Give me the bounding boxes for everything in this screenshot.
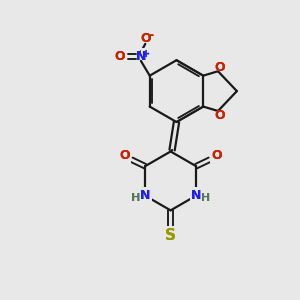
Text: O: O (214, 61, 225, 74)
Text: H: H (131, 193, 140, 203)
Text: +: + (142, 49, 150, 58)
Text: O: O (212, 148, 222, 161)
Text: O: O (214, 109, 225, 122)
Text: N: N (136, 50, 146, 63)
Text: O: O (114, 50, 125, 63)
Text: O: O (119, 148, 130, 161)
Text: N: N (140, 188, 150, 202)
Text: O: O (214, 61, 225, 74)
Text: S: S (165, 228, 176, 243)
Text: N: N (140, 188, 150, 202)
Text: O: O (214, 109, 225, 122)
Text: N: N (140, 188, 150, 202)
Text: H: H (131, 193, 140, 203)
Text: O: O (114, 50, 125, 63)
Text: O: O (119, 148, 130, 161)
Text: H: H (201, 193, 210, 203)
Text: -: - (148, 28, 153, 41)
Text: H: H (131, 193, 140, 203)
Text: O: O (214, 61, 225, 74)
Text: O: O (214, 109, 225, 122)
Text: O: O (140, 32, 151, 45)
Text: O: O (212, 148, 222, 161)
Text: O: O (119, 148, 130, 161)
Text: N: N (191, 188, 201, 202)
Text: O: O (114, 50, 125, 63)
Text: S: S (165, 228, 176, 243)
Text: S: S (165, 228, 176, 243)
Text: N: N (136, 50, 146, 63)
Text: N: N (191, 188, 201, 202)
Text: +: + (142, 49, 150, 58)
Text: N: N (136, 50, 146, 63)
Text: H: H (201, 193, 210, 203)
Text: -: - (148, 28, 153, 41)
Text: H: H (201, 193, 210, 203)
Text: O: O (140, 32, 151, 45)
Text: -: - (148, 28, 153, 41)
Text: O: O (212, 148, 222, 161)
Text: +: + (142, 49, 150, 58)
Text: O: O (140, 32, 151, 45)
Text: N: N (191, 188, 201, 202)
